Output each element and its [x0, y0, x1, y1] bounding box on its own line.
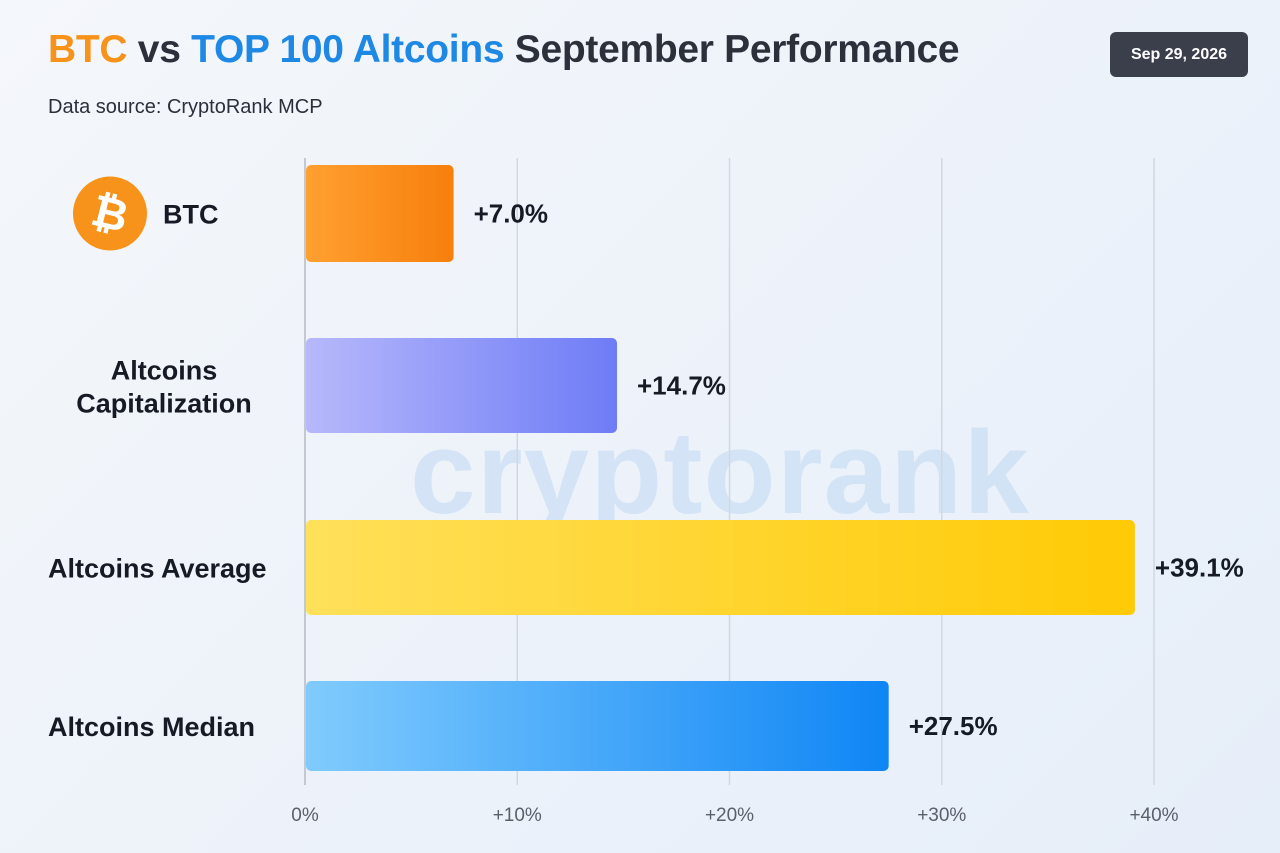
category-label: Altcoins [111, 356, 218, 386]
chart-title: BTC vs TOP 100 Altcoins September Perfor… [48, 28, 960, 72]
category-label: Altcoins Average [48, 554, 267, 584]
bar-value-label: +27.5% [909, 711, 998, 741]
title-part-3: September Performance [504, 28, 960, 71]
date-badge: Sep 29, 2026 [1110, 32, 1248, 77]
bar [306, 338, 618, 433]
bar-value-label: +14.7% [637, 371, 726, 401]
bitcoin-icon: ₿ [73, 176, 147, 251]
x-tick-label: 0% [291, 805, 319, 826]
bar [306, 520, 1135, 615]
x-tick-label: +10% [493, 805, 542, 826]
x-tick-label: +20% [705, 805, 754, 826]
bar-value-label: +39.1% [1155, 553, 1244, 583]
data-source-note: Data source: CryptoRank MCP [48, 96, 323, 118]
x-tick-label: +30% [917, 805, 966, 826]
title-part-1: vs [127, 28, 192, 71]
title-part-2: TOP 100 Altcoins [191, 28, 505, 71]
category-label: Altcoins Median [48, 712, 255, 742]
x-tick-label: +40% [1129, 805, 1178, 826]
bar [306, 681, 889, 771]
category-label: Capitalization [76, 389, 252, 419]
bar-value-label: +7.0% [474, 199, 548, 229]
title-part-0: BTC [48, 28, 128, 71]
category-label: BTC [163, 200, 219, 230]
bar [306, 165, 454, 262]
